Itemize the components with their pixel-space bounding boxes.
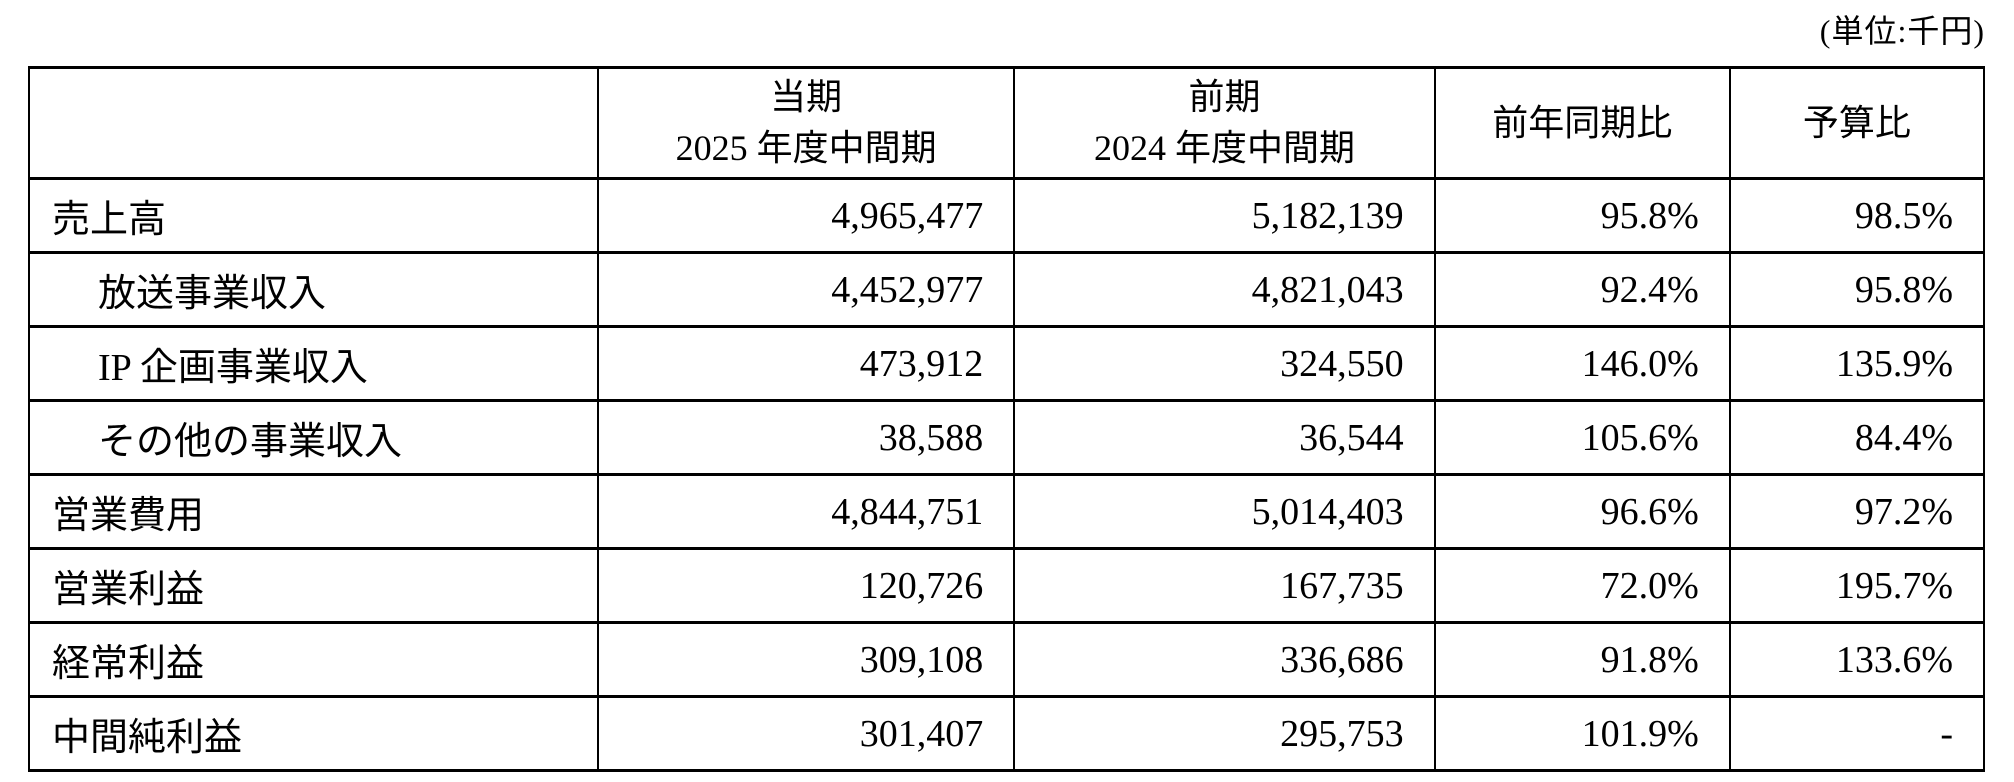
column-header-budget-ratio: 予算比	[1728, 66, 1986, 181]
current-period-value-cell: 4,452,977	[596, 251, 1016, 329]
previous-period-value-cell: 336,686	[1013, 621, 1436, 699]
header-current-line1: 当期	[770, 77, 843, 118]
table-row: IP 企画事業収入 473,912 324,550 146.0% 135.9%	[28, 325, 1986, 403]
row-label-cell: 営業費用	[28, 473, 599, 551]
header-previous-line2: 2024 年度中間期	[1093, 128, 1355, 169]
budget-ratio-cell: 84.4%	[1728, 399, 1986, 477]
current-period-value-cell: 4,844,751	[596, 473, 1016, 551]
row-label-cell: 中間純利益	[28, 695, 599, 773]
budget-ratio-cell: 95.8%	[1728, 251, 1986, 329]
financial-summary-table: 当期 2025 年度中間期 前期 2024 年度中間期 前年同期比 予算比 売上…	[28, 66, 1986, 773]
previous-period-value-cell: 4,821,043	[1013, 251, 1436, 329]
row-label-cell: その他の事業収入	[28, 399, 599, 477]
column-header-current-period: 当期 2025 年度中間期	[596, 66, 1016, 181]
yoy-ratio-cell: 96.6%	[1433, 473, 1731, 551]
unit-label: (単位:千円)	[1819, 13, 1985, 49]
yoy-ratio-cell: 146.0%	[1433, 325, 1731, 403]
table-row: 売上高 4,965,477 5,182,139 95.8% 98.5%	[28, 177, 1986, 255]
column-header-item	[28, 66, 599, 181]
header-budget-line1: 予算比	[1802, 102, 1911, 143]
row-label-cell: IP 企画事業収入	[28, 325, 599, 403]
table-body: 売上高 4,965,477 5,182,139 95.8% 98.5% 放送事業収入 4,4…	[28, 177, 1986, 773]
yoy-ratio-cell: 91.8%	[1433, 621, 1731, 699]
column-header-previous-period: 前期 2024 年度中間期	[1013, 66, 1436, 181]
budget-ratio-cell: 97.2%	[1728, 473, 1986, 551]
table-row: 営業利益 120,726 167,735 72.0% 195.7%	[28, 547, 1986, 625]
previous-period-value-cell: 36,544	[1013, 399, 1436, 477]
budget-ratio-cell: 133.6%	[1728, 621, 1986, 699]
table-header: 当期 2025 年度中間期 前期 2024 年度中間期 前年同期比 予算比	[28, 66, 1986, 181]
budget-ratio-cell: 98.5%	[1728, 177, 1986, 255]
table-row: 営業費用 4,844,751 5,014,403 96.6% 97.2%	[28, 473, 1986, 551]
row-label-cell: 営業利益	[28, 547, 599, 625]
table-row: 経常利益 309,108 336,686 91.8% 133.6%	[28, 621, 1986, 699]
column-header-yoy-ratio: 前年同期比	[1433, 66, 1731, 181]
yoy-ratio-cell: 92.4%	[1433, 251, 1731, 329]
yoy-ratio-cell: 72.0%	[1433, 547, 1731, 625]
yoy-ratio-cell: 105.6%	[1433, 399, 1731, 477]
budget-ratio-cell: 135.9%	[1728, 325, 1986, 403]
yoy-ratio-cell: 95.8%	[1433, 177, 1731, 255]
current-period-value-cell: 4,965,477	[596, 177, 1016, 255]
current-period-value-cell: 473,912	[596, 325, 1016, 403]
previous-period-value-cell: 295,753	[1013, 695, 1436, 773]
budget-ratio-cell: 195.7%	[1728, 547, 1986, 625]
table-row: 放送事業収入 4,452,977 4,821,043 92.4% 95.8%	[28, 251, 1986, 329]
row-label-cell: 売上高	[28, 177, 599, 255]
previous-period-value-cell: 5,182,139	[1013, 177, 1436, 255]
row-label-cell: 経常利益	[28, 621, 599, 699]
header-row: 当期 2025 年度中間期 前期 2024 年度中間期 前年同期比 予算比	[28, 66, 1986, 181]
yoy-ratio-cell: 101.9%	[1433, 695, 1731, 773]
header-yoy-line1: 前年同期比	[1492, 102, 1673, 143]
current-period-value-cell: 38,588	[596, 399, 1016, 477]
current-period-value-cell: 120,726	[596, 547, 1016, 625]
current-period-value-cell: 309,108	[596, 621, 1016, 699]
previous-period-value-cell: 5,014,403	[1013, 473, 1436, 551]
previous-period-value-cell: 324,550	[1013, 325, 1436, 403]
previous-period-value-cell: 167,735	[1013, 547, 1436, 625]
header-current-line2: 2025 年度中間期	[675, 128, 937, 169]
header-previous-line1: 前期	[1188, 77, 1261, 118]
table-row: 中間純利益 301,407 295,753 101.9% -	[28, 695, 1986, 773]
row-label-cell: 放送事業収入	[28, 251, 599, 329]
budget-ratio-cell: -	[1728, 695, 1986, 773]
current-period-value-cell: 301,407	[596, 695, 1016, 773]
table-row: その他の事業収入 38,588 36,544 105.6% 84.4%	[28, 399, 1986, 477]
